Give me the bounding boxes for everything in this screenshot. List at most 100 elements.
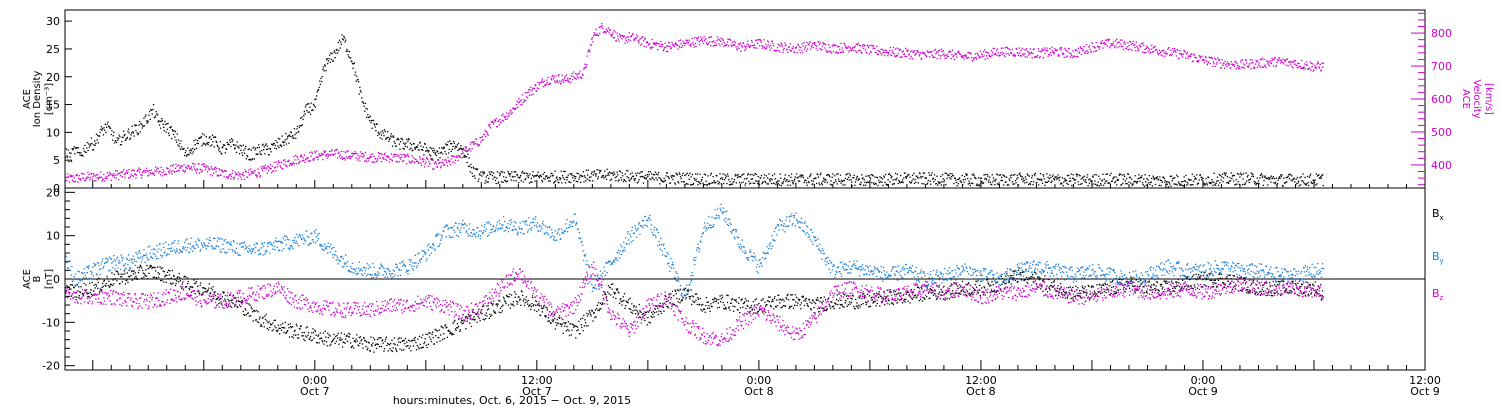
density-point xyxy=(856,175,858,178)
density-point xyxy=(407,138,410,140)
top-panel-series xyxy=(65,23,1324,188)
density-point xyxy=(1138,174,1140,176)
bx-point xyxy=(197,289,199,292)
velocity-point xyxy=(835,44,837,47)
density-point xyxy=(795,182,797,185)
velocity-point xyxy=(89,177,91,179)
velocity-point xyxy=(322,153,325,155)
bx-point xyxy=(90,293,93,295)
density-point xyxy=(110,133,112,136)
density-point xyxy=(346,50,349,52)
density-point xyxy=(1137,177,1139,180)
velocity-point xyxy=(1064,49,1067,51)
density-point xyxy=(847,172,849,175)
density-point xyxy=(370,121,372,124)
bx-point xyxy=(573,325,576,327)
density-point xyxy=(1004,176,1006,178)
density-point xyxy=(1027,174,1029,176)
velocity-point xyxy=(682,40,684,42)
bx-point xyxy=(528,305,530,307)
velocity-point xyxy=(950,51,952,53)
density-point xyxy=(498,181,500,183)
density-point xyxy=(565,176,567,178)
bx-point xyxy=(256,321,259,323)
velocity-point xyxy=(891,49,893,52)
density-point xyxy=(984,173,986,176)
density-point xyxy=(304,106,307,108)
density-point xyxy=(857,179,859,181)
density-point xyxy=(1299,184,1302,186)
density-point xyxy=(279,144,281,146)
density-point xyxy=(970,182,973,184)
velocity-point xyxy=(1067,51,1069,53)
density-point xyxy=(1245,172,1247,174)
velocity-point xyxy=(569,77,571,80)
bx-point xyxy=(547,317,550,319)
density-point xyxy=(994,184,996,186)
density-point xyxy=(1006,176,1008,178)
velocity-point xyxy=(739,43,741,45)
velocity-point xyxy=(710,44,712,47)
bx-point xyxy=(260,323,262,326)
density-point xyxy=(792,183,794,185)
velocity-point xyxy=(408,160,410,162)
velocity-point xyxy=(1128,40,1131,43)
bx-point xyxy=(135,275,137,277)
velocity-point xyxy=(968,51,970,53)
density-point xyxy=(1113,176,1115,178)
velocity-point xyxy=(1309,67,1311,69)
density-point xyxy=(486,181,488,183)
bx-point xyxy=(581,326,583,328)
velocity-point xyxy=(273,161,275,163)
density-point xyxy=(971,174,973,176)
density-point xyxy=(108,126,110,128)
velocity-point xyxy=(174,171,176,173)
density-point xyxy=(739,176,741,178)
velocity-point xyxy=(1001,54,1003,56)
bx-point xyxy=(234,303,236,306)
density-point xyxy=(1239,176,1241,178)
bx-point xyxy=(413,338,415,340)
density-point xyxy=(813,178,815,180)
bx-point xyxy=(396,350,398,353)
velocity-point xyxy=(627,36,629,38)
velocity-point xyxy=(1175,55,1178,57)
velocity-point xyxy=(1109,45,1112,47)
velocity-point xyxy=(934,56,936,58)
bx-point xyxy=(504,300,506,302)
bx-point xyxy=(275,327,277,329)
velocity-point xyxy=(1277,60,1279,62)
bx-point xyxy=(166,274,168,276)
velocity-point xyxy=(892,46,894,49)
velocity-point xyxy=(1003,52,1005,55)
bx-point xyxy=(303,331,305,334)
bx-point xyxy=(504,301,507,303)
velocity-point xyxy=(404,154,407,156)
density-point xyxy=(550,175,552,177)
velocity-point xyxy=(1075,49,1077,51)
bx-point xyxy=(201,287,204,289)
velocity-point xyxy=(738,47,740,50)
bx-point xyxy=(515,293,517,295)
density-point xyxy=(1202,177,1204,179)
density-point xyxy=(1214,184,1217,187)
velocity-point xyxy=(805,45,807,47)
density-point xyxy=(901,179,904,181)
density-point xyxy=(1158,184,1160,187)
bx-point xyxy=(200,282,202,284)
velocity-point xyxy=(257,168,259,170)
velocity-point xyxy=(739,42,742,44)
bx-point xyxy=(338,343,340,345)
velocity-point xyxy=(646,41,648,44)
velocity-point xyxy=(1306,64,1308,66)
velocity-point xyxy=(527,97,529,99)
velocity-point xyxy=(1187,57,1189,59)
velocity-point xyxy=(525,99,527,102)
velocity-point xyxy=(1143,44,1145,47)
density-point xyxy=(790,173,793,175)
density-point xyxy=(620,179,623,181)
density-point xyxy=(288,134,291,136)
velocity-point xyxy=(1057,55,1059,57)
density-point xyxy=(627,170,629,172)
bx-point xyxy=(177,281,180,283)
